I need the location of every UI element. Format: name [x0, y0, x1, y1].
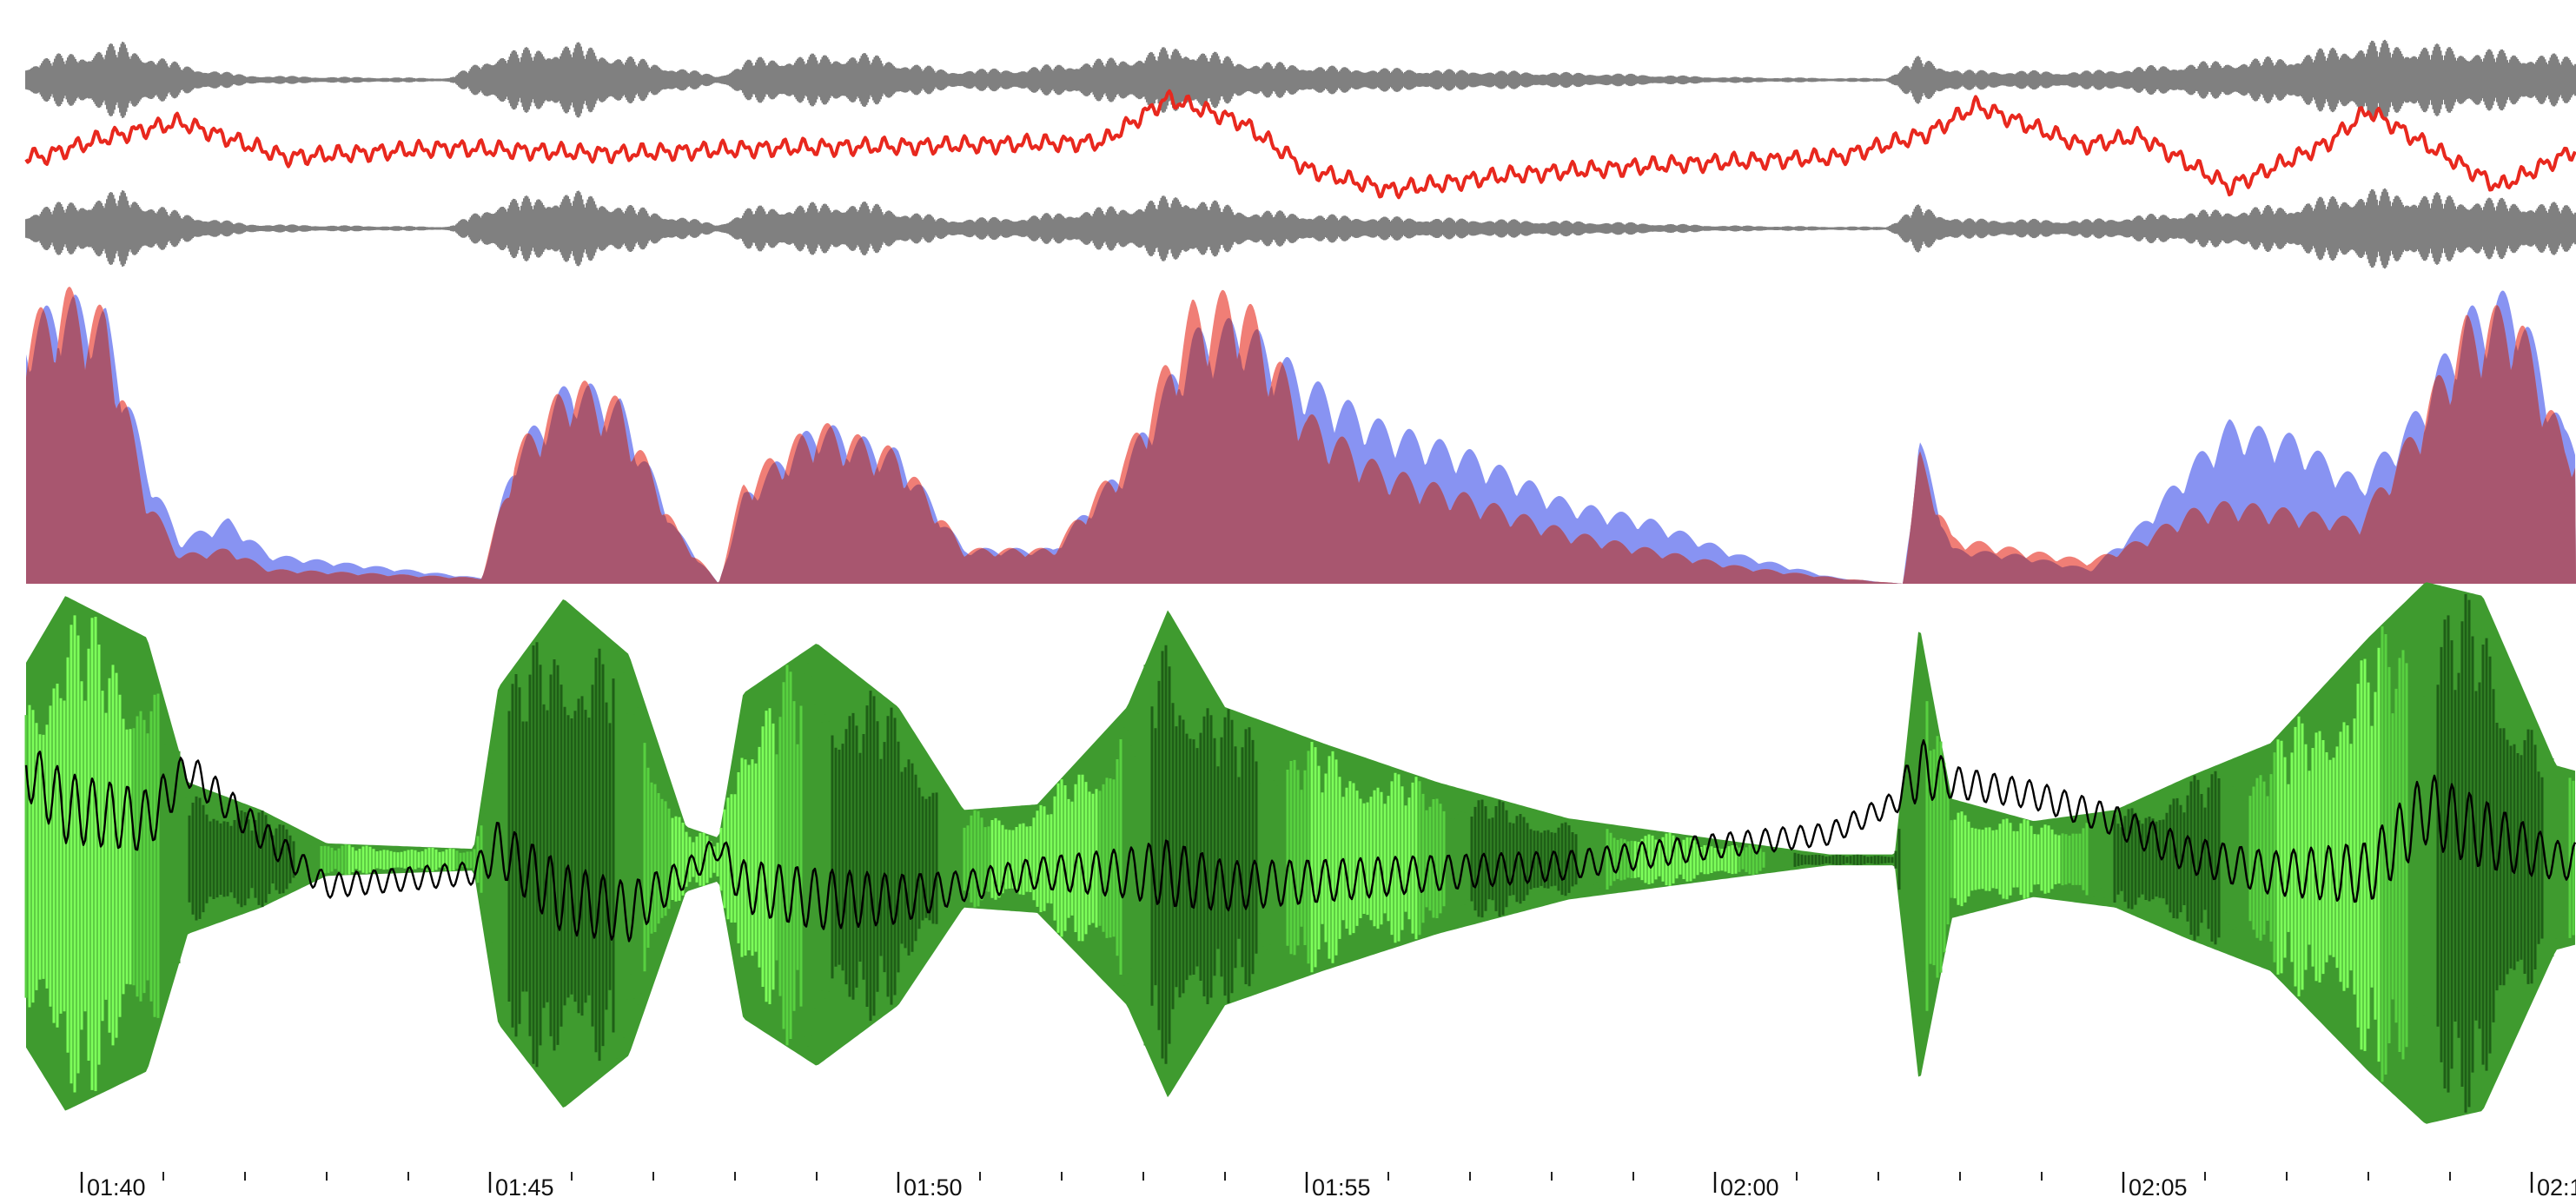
- tick-label: 02:10: [2537, 1174, 2576, 1201]
- tick-label: 02:00: [1720, 1174, 1779, 1201]
- time-axis: 01:40 01:45 01:50 01:55 02:00 02:05 02:10: [80, 1172, 2576, 1201]
- energy-panel: [26, 286, 2576, 584]
- tick-label: 01:40: [87, 1174, 146, 1201]
- pitch-contour-line: [24, 89, 2576, 200]
- waveform-pitch-panel: [24, 39, 2576, 269]
- excitation-strokes-3: [24, 626, 2575, 1082]
- tick-label: 01:50: [904, 1174, 963, 1201]
- excitation-trace-line: [24, 739, 2576, 943]
- tick-label: 02:05: [2129, 1174, 2188, 1201]
- tick-label: 01:55: [1312, 1174, 1371, 1201]
- energy-area-overlap: [26, 295, 2576, 584]
- waveform-upper: [25, 39, 2576, 121]
- waveform-lower: [25, 188, 2576, 269]
- tick-label: 01:45: [495, 1174, 554, 1201]
- excitation-panel: [24, 582, 2576, 1124]
